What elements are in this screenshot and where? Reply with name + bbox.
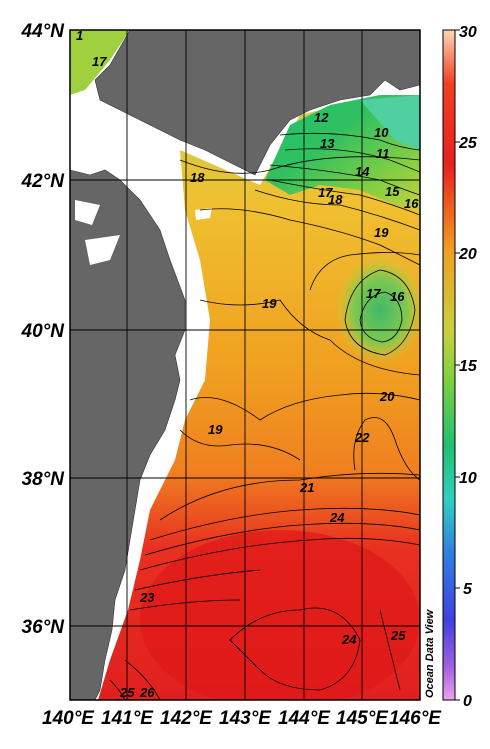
lon-label: 146°E [389,708,442,729]
contour-label: 26 [139,685,155,700]
lat-label: 40°N [21,321,66,342]
graticule [70,30,420,700]
colorbar-ticks [455,29,460,701]
lat-label: 36°N [22,617,66,638]
contour-label: 25 [390,628,406,643]
colorbar-label: 20 [458,246,477,263]
contour-label: 17 [92,54,107,69]
nw-cool-patch [70,30,130,95]
lat-label: 42°N [21,171,66,192]
colorbar-label: 10 [459,470,477,487]
colorbar-label: 5 [463,581,473,598]
contour-label: 18 [190,170,205,185]
contour-label: 22 [354,430,370,445]
lat-label: 44°N [21,21,66,42]
colorbar-label: 25 [458,135,478,152]
colorbar-label: 0 [463,693,472,710]
contour-label: 23 [139,590,155,605]
contour-label: 19 [262,296,277,311]
contour-label: 17 [318,185,333,200]
lon-label: 141°E [101,708,154,729]
contour-label: 14 [355,164,370,179]
contour-label: 17 [366,286,381,301]
contour-label: 24 [329,510,345,525]
cool-eddy [335,255,420,365]
contour-label: 19 [374,225,389,240]
ocean-data-view-credit: Ocean Data View [424,608,436,698]
contour-label: 10 [374,125,389,140]
lon-label: 145°E [336,708,389,729]
contour-label: 12 [314,110,329,125]
bay-gap [75,200,100,225]
lon-label: 142°E [160,708,213,729]
colorbar-label: 30 [459,24,477,41]
lon-label: 140°E [42,708,95,729]
warm-core [140,530,420,700]
contour-label: 24 [341,632,357,647]
contour-label: 20 [379,389,395,404]
contour-label: 13 [320,136,335,151]
plot-frame [69,29,421,701]
contour-label: 16 [404,196,419,211]
latitude-labels: 44°N 42°N 40°N 38°N 36°N [21,21,66,638]
honshu-land [70,169,186,700]
lon-label: 143°E [219,708,272,729]
longitude-labels: 140°E 141°E 142°E 143°E 144°E 145°E 146°… [42,708,442,729]
colorbar-label: 15 [459,358,478,375]
contour-label: 19 [208,422,223,437]
contour-label: 16 [390,289,405,304]
contour-label: 21 [299,480,314,495]
contour-label: 25 [119,685,135,700]
contour-label: 11 [376,146,390,161]
colorbar [442,29,456,701]
contour-label: 15 [385,184,400,199]
contour-label: 18 [328,192,343,207]
lon-label: 144°E [278,708,331,729]
contour-labels: 1 17 12 10 13 11 14 17 18 15 16 18 19 17… [76,28,419,700]
island-gap [195,208,212,220]
hokkaido-land [94,30,420,176]
lat-label: 38°N [22,469,66,490]
colorbar-labels: 30 25 20 15 10 5 0 [458,24,478,710]
contour-label: 1 [76,28,83,43]
contour-lines [109,132,420,700]
cold-core [360,95,420,150]
bay-gap-2 [85,235,120,265]
